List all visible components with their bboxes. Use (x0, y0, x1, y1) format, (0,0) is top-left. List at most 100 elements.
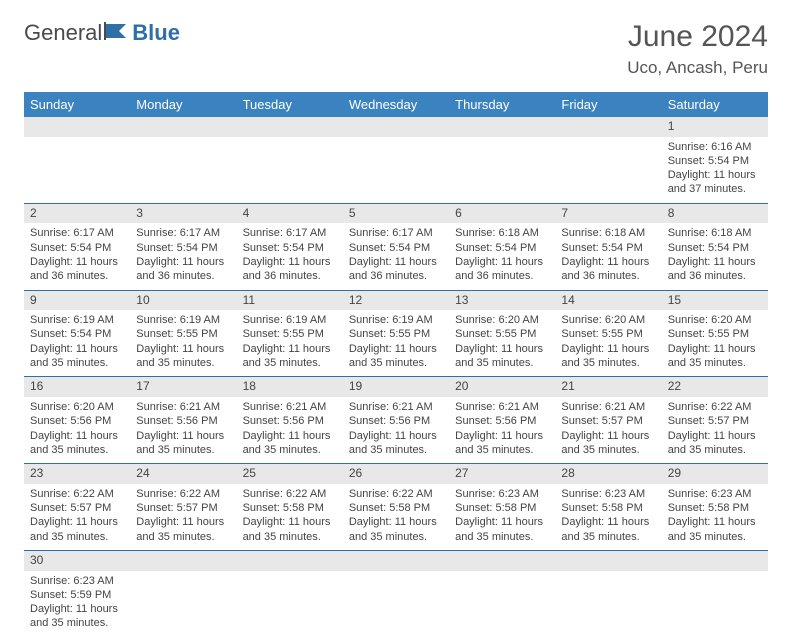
calendar-table: Sunday Monday Tuesday Wednesday Thursday… (24, 92, 768, 637)
day-number: 9 (24, 291, 130, 311)
sunrise-text: Sunrise: 6:21 AM (455, 400, 549, 414)
sunset-text: Sunset: 5:58 PM (561, 501, 655, 515)
sunset-text: Sunset: 5:57 PM (136, 501, 230, 515)
sunrise-text: Sunrise: 6:23 AM (455, 487, 549, 501)
sunrise-text: Sunrise: 6:22 AM (30, 487, 124, 501)
calendar-cell: 6 Sunrise: 6:18 AMSunset: 5:54 PMDaylight… (449, 203, 555, 290)
day-number: 28 (555, 464, 661, 484)
day-number: 6 (449, 204, 555, 224)
sunrise-text: Sunrise: 6:18 AM (668, 226, 762, 240)
calendar-row: 9 Sunrise: 6:19 AM Sunset: 5:54 PM Daylight… (24, 290, 768, 377)
day-number (449, 551, 555, 571)
day-header: Thursday (449, 92, 555, 117)
calendar-cell: 10Sunrise: 6:19 AMSunset: 5:55 PMDayligh… (130, 290, 236, 377)
calendar-cell: 9Sunrise: 6:19 AMSunset: 5:54 PMDaylight… (24, 290, 130, 377)
sunrise-text: Sunrise: 6:18 AM (455, 226, 549, 240)
day-header: Monday (130, 92, 236, 117)
sunset-text: Sunset: 5:58 PM (349, 501, 443, 515)
sunset-text: Sunset: 5:55 PM (561, 327, 655, 341)
day-number (237, 551, 343, 571)
sunrise-text: Sunrise: 6:22 AM (349, 487, 443, 501)
daylight-text: Daylight: 11 hours and 35 minutes. (668, 429, 762, 458)
daylight-text: Daylight: 11 hours and 35 minutes. (30, 429, 124, 458)
calendar-cell: 4Sunrise: 6:17 AMSunset: 5:54 PMDaylight… (237, 203, 343, 290)
header: General Blue June 2024 Uco, Ancash, Peru (24, 20, 768, 78)
daylight-text: Daylight: 11 hours and 35 minutes. (349, 429, 443, 458)
sunrise-text: Sunrise: 6:20 AM (455, 313, 549, 327)
calendar-cell: 27Sunrise: 6:23 AMSunset: 5:58 PMDayligh… (449, 464, 555, 551)
sunrise-text: Sunrise: 6:23 AM (668, 487, 762, 501)
sunrise-text: Sunrise: 6:20 AM (30, 400, 124, 414)
day-number: 19 (343, 377, 449, 397)
sunrise-text: Sunrise: 6:22 AM (668, 400, 762, 414)
sunset-text: Sunset: 5:56 PM (349, 414, 443, 428)
day-number: 2 (24, 204, 130, 224)
sunset-text: Sunset: 5:56 PM (455, 414, 549, 428)
sunrise-text: Sunrise: 6:20 AM (668, 313, 762, 327)
calendar-cell (343, 117, 449, 203)
day-number (555, 117, 661, 137)
sunrise-text: Sunrise: 6:19 AM (349, 313, 443, 327)
sunrise-text: Sunrise: 6:19 AM (136, 313, 230, 327)
daylight-text: Daylight: 11 hours and 35 minutes. (561, 342, 655, 371)
calendar-cell: 14Sunrise: 6:20 AMSunset: 5:55 PMDayligh… (555, 290, 661, 377)
day-number: 30 (24, 551, 130, 571)
day-number: 26 (343, 464, 449, 484)
calendar-cell: 21Sunrise: 6:21 AMSunset: 5:57 PMDayligh… (555, 377, 661, 464)
daylight-text: Daylight: 11 hours and 35 minutes. (561, 429, 655, 458)
sunrise-text: Sunrise: 6:17 AM (243, 226, 337, 240)
day-number (24, 117, 130, 137)
sunset-text: Sunset: 5:54 PM (455, 241, 549, 255)
calendar-cell (343, 550, 449, 636)
day-number: 16 (24, 377, 130, 397)
sunset-text: Sunset: 5:58 PM (243, 501, 337, 515)
day-number: 10 (130, 291, 236, 311)
sunset-text: Sunset: 5:56 PM (243, 414, 337, 428)
daylight-text: Daylight: 11 hours and 36 minutes. (455, 255, 549, 284)
day-number (555, 551, 661, 571)
daylight-text: Daylight: 11 hours and 36 minutes. (561, 255, 655, 284)
sunrise-text: Sunrise: 6:21 AM (561, 400, 655, 414)
sunset-text: Sunset: 5:54 PM (30, 241, 124, 255)
sunset-text: Sunset: 5:55 PM (668, 327, 762, 341)
calendar-row: 23Sunrise: 6:22 AMSunset: 5:57 PMDayligh… (24, 464, 768, 551)
logo-text-1: General (24, 20, 102, 46)
calendar-cell: 16Sunrise: 6:20 AMSunset: 5:56 PMDayligh… (24, 377, 130, 464)
day-number: 29 (662, 464, 768, 484)
sunrise-text: Sunrise: 6:16 AM (668, 140, 762, 154)
sunrise-text: Sunrise: 6:20 AM (561, 313, 655, 327)
day-number: 12 (343, 291, 449, 311)
sunset-text: Sunset: 5:55 PM (243, 327, 337, 341)
sunrise-text: Sunrise: 6:23 AM (561, 487, 655, 501)
calendar-cell: 2Sunrise: 6:17 AMSunset: 5:54 PMDaylight… (24, 203, 130, 290)
calendar-cell: 24Sunrise: 6:22 AMSunset: 5:57 PMDayligh… (130, 464, 236, 551)
day-number (662, 551, 768, 571)
sunset-text: Sunset: 5:59 PM (30, 588, 124, 602)
sunrise-text: Sunrise: 6:23 AM (30, 574, 124, 588)
calendar-cell (662, 550, 768, 636)
calendar-cell: 19Sunrise: 6:21 AMSunset: 5:56 PMDayligh… (343, 377, 449, 464)
daylight-text: Daylight: 11 hours and 35 minutes. (136, 429, 230, 458)
daylight-text: Daylight: 11 hours and 35 minutes. (136, 515, 230, 544)
calendar-row: 1Sunrise: 6:16 AMSunset: 5:54 PMDaylight… (24, 117, 768, 203)
sunset-text: Sunset: 5:57 PM (30, 501, 124, 515)
calendar-cell (237, 550, 343, 636)
daylight-text: Daylight: 11 hours and 35 minutes. (30, 602, 124, 631)
day-number: 21 (555, 377, 661, 397)
sunrise-text: Sunrise: 6:17 AM (136, 226, 230, 240)
sunrise-text: Sunrise: 6:21 AM (243, 400, 337, 414)
day-header: Sunday (24, 92, 130, 117)
calendar-row: 16Sunrise: 6:20 AMSunset: 5:56 PMDayligh… (24, 377, 768, 464)
calendar-cell: 20Sunrise: 6:21 AMSunset: 5:56 PMDayligh… (449, 377, 555, 464)
sunset-text: Sunset: 5:55 PM (349, 327, 443, 341)
calendar-cell: 12Sunrise: 6:19 AMSunset: 5:55 PMDayligh… (343, 290, 449, 377)
sunrise-text: Sunrise: 6:17 AM (349, 226, 443, 240)
daylight-text: Daylight: 11 hours and 35 minutes. (455, 342, 549, 371)
location: Uco, Ancash, Peru (627, 58, 768, 78)
calendar-cell: 13Sunrise: 6:20 AMSunset: 5:55 PMDayligh… (449, 290, 555, 377)
day-number (449, 117, 555, 137)
sunset-text: Sunset: 5:57 PM (668, 414, 762, 428)
sunset-text: Sunset: 5:54 PM (30, 327, 124, 341)
calendar-cell: 15Sunrise: 6:20 AMSunset: 5:55 PMDayligh… (662, 290, 768, 377)
calendar-row: 30 Sunrise: 6:23 AMSunset: 5:59 PMDayligh… (24, 550, 768, 636)
